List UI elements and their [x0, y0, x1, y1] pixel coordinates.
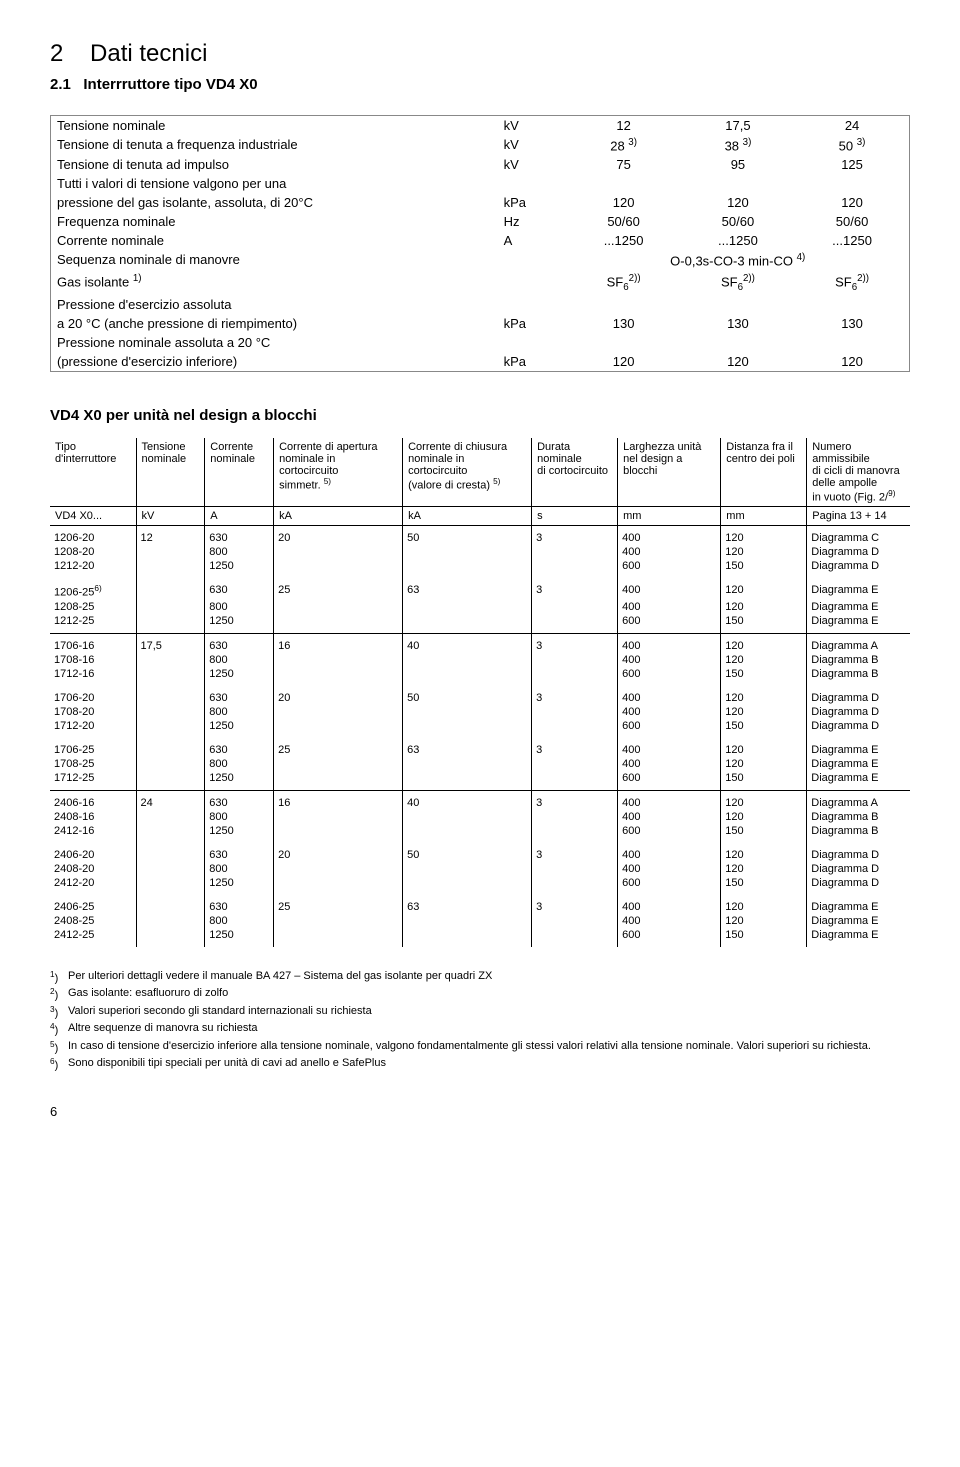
- spec-table: Tensione nominalekV1217,524Tensione di t…: [50, 115, 910, 372]
- data-header: Durata nominaledi cortocircuito: [532, 438, 618, 507]
- data-row: 1206-201263020503400120Diagramma C: [50, 526, 910, 546]
- data-unit: VD4 X0...: [50, 507, 136, 526]
- data-header: Corrente di chiusuranominale in cortocir…: [403, 438, 532, 507]
- spec-row: Corrente nominaleA...1250...1250...1250: [51, 231, 910, 250]
- subsection-title: Interrruttore tipo VD4 X0: [83, 76, 257, 93]
- section-title: Dati tecnici: [90, 40, 207, 67]
- data-header: Distanza fra ilcentro dei poli: [721, 438, 807, 507]
- data-unit: Pagina 13 + 14: [807, 507, 910, 526]
- data-unit: kV: [136, 507, 205, 526]
- data-header: Tensionenominale: [136, 438, 205, 507]
- spec-row: pressione del gas isolante, assoluta, di…: [51, 193, 910, 212]
- data-row: 2412-201250600150Diagramma D: [50, 876, 910, 895]
- data-header: Larghezza unitànel design a blocchi: [618, 438, 721, 507]
- data-unit: A: [205, 507, 274, 526]
- page-number: 6: [50, 1104, 910, 1119]
- data-row: 1708-16800400120Diagramma B: [50, 653, 910, 667]
- data-row: 2412-161250600150Diagramma B: [50, 824, 910, 843]
- data-row: 1208-25800400120Diagramma E: [50, 600, 910, 614]
- data-row: 1712-161250600150Diagramma B: [50, 667, 910, 686]
- data-row: 2408-20800400120Diagramma D: [50, 862, 910, 876]
- data-unit: kA: [274, 507, 403, 526]
- data-row: 1212-251250600150Diagramma E: [50, 614, 910, 634]
- spec-row: Tutti i valori di tensione valgono per u…: [51, 174, 910, 193]
- spec-row: Tensione di tenuta a frequenza industria…: [51, 135, 910, 155]
- footnote: 2)Gas isolante: esafluoruro di zolfo: [50, 986, 910, 1004]
- data-unit: mm: [721, 507, 807, 526]
- footnote: 1)Per ulteriori dettagli vedere il manua…: [50, 969, 910, 987]
- data-unit: s: [532, 507, 618, 526]
- data-row: 1206-256)63025633400120Diagramma E: [50, 578, 910, 600]
- data-header: Numero ammissibiledi cicli di manovradel…: [807, 438, 910, 507]
- subsection-heading: 2.1 Interrruttore tipo VD4 X0: [50, 76, 910, 93]
- data-unit: kA: [403, 507, 532, 526]
- data-row: 1708-20800400120Diagramma D: [50, 705, 910, 719]
- data-unit: mm: [618, 507, 721, 526]
- data-row: 1706-2063020503400120Diagramma D: [50, 686, 910, 705]
- data-header: Corrente di aperturanominale in cortocir…: [274, 438, 403, 507]
- data-row: 1706-2563025633400120Diagramma E: [50, 738, 910, 757]
- data-row: 2406-162463016403400120Diagramma A: [50, 790, 910, 810]
- data-row: 2412-251250600150Diagramma E: [50, 928, 910, 947]
- data-row: 1706-1617,563016403400120Diagramma A: [50, 633, 910, 653]
- data-header: Tipod'interruttore: [50, 438, 136, 507]
- footnote: 4)Altre sequenze di manovra su richiesta: [50, 1021, 910, 1039]
- data-row: 2408-25800400120Diagramma E: [50, 914, 910, 928]
- data-row: 1712-251250600150Diagramma E: [50, 771, 910, 791]
- footnote: 6)Sono disponibili tipi speciali per uni…: [50, 1056, 910, 1074]
- data-row: 1708-25800400120Diagramma E: [50, 757, 910, 771]
- data-row: 1212-201250600150Diagramma D: [50, 559, 910, 578]
- data-row: 1208-20800400120Diagramma D: [50, 545, 910, 559]
- subsection-number: 2.1: [50, 76, 71, 93]
- section-number: 2: [50, 40, 63, 67]
- data-row: 2406-2563025633400120Diagramma E: [50, 895, 910, 914]
- data-header: Correntenominale: [205, 438, 274, 507]
- data-row: 1712-201250600150Diagramma D: [50, 719, 910, 738]
- footnote: 3)Valori superiori secondo gli standard …: [50, 1004, 910, 1022]
- spec-row: Frequenza nominaleHz50/6050/6050/60: [51, 212, 910, 231]
- data-row: 2406-2063020503400120Diagramma D: [50, 843, 910, 862]
- spec-row: Tensione di tenuta ad impulsokV7595125: [51, 155, 910, 174]
- data-table: Tipod'interruttoreTensionenominaleCorren…: [50, 438, 910, 947]
- data-row: 2408-16800400120Diagramma B: [50, 810, 910, 824]
- footnotes: 1)Per ulteriori dettagli vedere il manua…: [50, 969, 910, 1074]
- block-heading: VD4 X0 per unità nel design a blocchi: [50, 407, 910, 424]
- spec-row: Tensione nominalekV1217,524: [51, 116, 910, 136]
- section-heading: 2 Dati tecnici: [50, 40, 910, 68]
- footnote: 5)In caso di tensione d'esercizio inferi…: [50, 1039, 910, 1057]
